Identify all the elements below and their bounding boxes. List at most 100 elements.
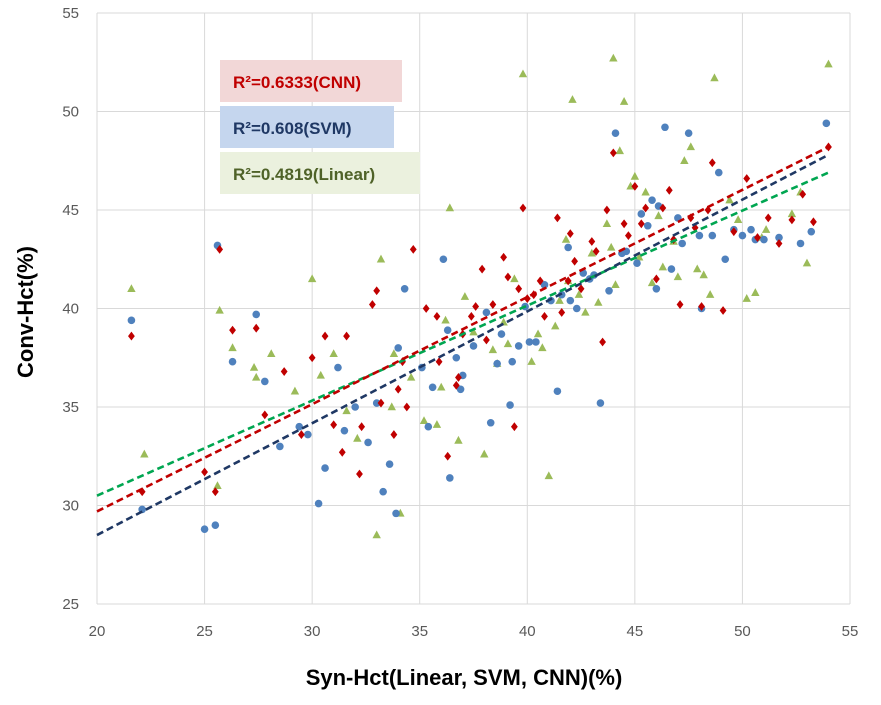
point-linear [228, 343, 237, 352]
point-linear [445, 203, 455, 212]
point-linear [406, 372, 416, 381]
point-cnn [788, 215, 796, 225]
point-linear [215, 305, 224, 314]
point-cnn [588, 237, 596, 246]
point-svm [714, 168, 723, 177]
point-linear [307, 274, 317, 283]
point-svm [127, 316, 136, 325]
point-linear [454, 435, 463, 444]
point-svm [321, 464, 329, 472]
point-svm [708, 231, 717, 240]
point-cnn [571, 256, 579, 266]
point-cnn [719, 306, 727, 315]
point-svm [400, 285, 409, 293]
point-svm [667, 265, 676, 273]
point-linear [787, 209, 797, 218]
point-svm [684, 129, 693, 137]
point-cnn [504, 272, 512, 282]
point-linear [710, 73, 719, 82]
point-linear [568, 95, 577, 103]
point-svm [822, 119, 831, 128]
point-svm [796, 239, 805, 248]
point-linear [751, 288, 760, 296]
point-svm [351, 403, 359, 411]
x-tick-label: 30 [304, 623, 321, 640]
trendline-svm [96, 153, 830, 537]
point-svm [486, 418, 495, 427]
point-cnn [799, 189, 807, 199]
legend-box-svm [220, 106, 394, 148]
point-linear [533, 329, 543, 338]
point-cnn [216, 245, 224, 254]
point-svm [446, 474, 454, 482]
point-cnn [592, 246, 600, 256]
point-linear [329, 349, 338, 358]
point-cnn [444, 451, 452, 461]
trendline-linear [96, 171, 830, 497]
point-cnn [390, 430, 398, 439]
point-cnn [764, 213, 772, 223]
point-cnn [356, 469, 363, 479]
point-cnn [566, 229, 574, 239]
point-linear [419, 416, 429, 424]
point-linear [372, 530, 381, 539]
point-svm [738, 231, 747, 240]
point-cnn [489, 300, 497, 309]
legend-label-svm: R²=0.608(SVM) [233, 119, 352, 138]
point-cnn [368, 300, 376, 309]
point-linear [551, 321, 560, 330]
point-linear [824, 59, 833, 68]
grid-lines [96, 12, 851, 605]
point-linear [342, 406, 351, 415]
point-cnn [338, 447, 346, 457]
point-svm [364, 438, 372, 447]
point-cnn [659, 203, 667, 213]
point-svm [605, 286, 613, 295]
point-svm [721, 255, 730, 264]
point-linear [460, 292, 470, 300]
point-svm [394, 344, 403, 352]
point-svm [340, 426, 349, 435]
legend-box-linear [220, 152, 420, 194]
point-linear [574, 290, 584, 298]
point-svm [648, 196, 656, 204]
point-linear [609, 53, 618, 62]
point-svm [572, 304, 581, 313]
point-cnn [128, 331, 135, 341]
point-cnn [775, 239, 783, 248]
point-svm [643, 221, 652, 230]
point-linear [587, 248, 597, 257]
point-cnn [472, 302, 480, 311]
point-svm [807, 227, 816, 236]
point-svm [564, 243, 572, 252]
point-cnn [665, 185, 673, 195]
point-linear [611, 280, 620, 289]
point-linear [538, 343, 547, 352]
point-svm [678, 239, 686, 248]
point-cnn [708, 158, 716, 168]
x-tick-label: 35 [411, 623, 428, 640]
point-linear [742, 294, 751, 302]
point-cnn [698, 302, 705, 311]
point-svm [261, 377, 269, 386]
point-svm [508, 357, 517, 366]
point-cnn [500, 252, 508, 262]
point-cnn [201, 467, 208, 477]
point-linear [619, 97, 629, 105]
point-cnn [541, 311, 548, 321]
series-linear [127, 53, 833, 539]
point-svm [553, 387, 562, 396]
point-linear [555, 296, 564, 304]
x-tick-label: 45 [627, 623, 644, 640]
point-linear [733, 215, 743, 224]
point-linear [469, 327, 478, 336]
point-svm [372, 399, 381, 407]
point-cnn [358, 422, 366, 432]
point-linear [594, 297, 603, 306]
point-cnn [343, 331, 350, 341]
x-tick-label: 20 [89, 623, 106, 640]
point-cnn [422, 304, 430, 313]
point-cnn [577, 284, 585, 294]
point-cnn [599, 337, 606, 347]
y-tick-label: 45 [62, 202, 79, 219]
